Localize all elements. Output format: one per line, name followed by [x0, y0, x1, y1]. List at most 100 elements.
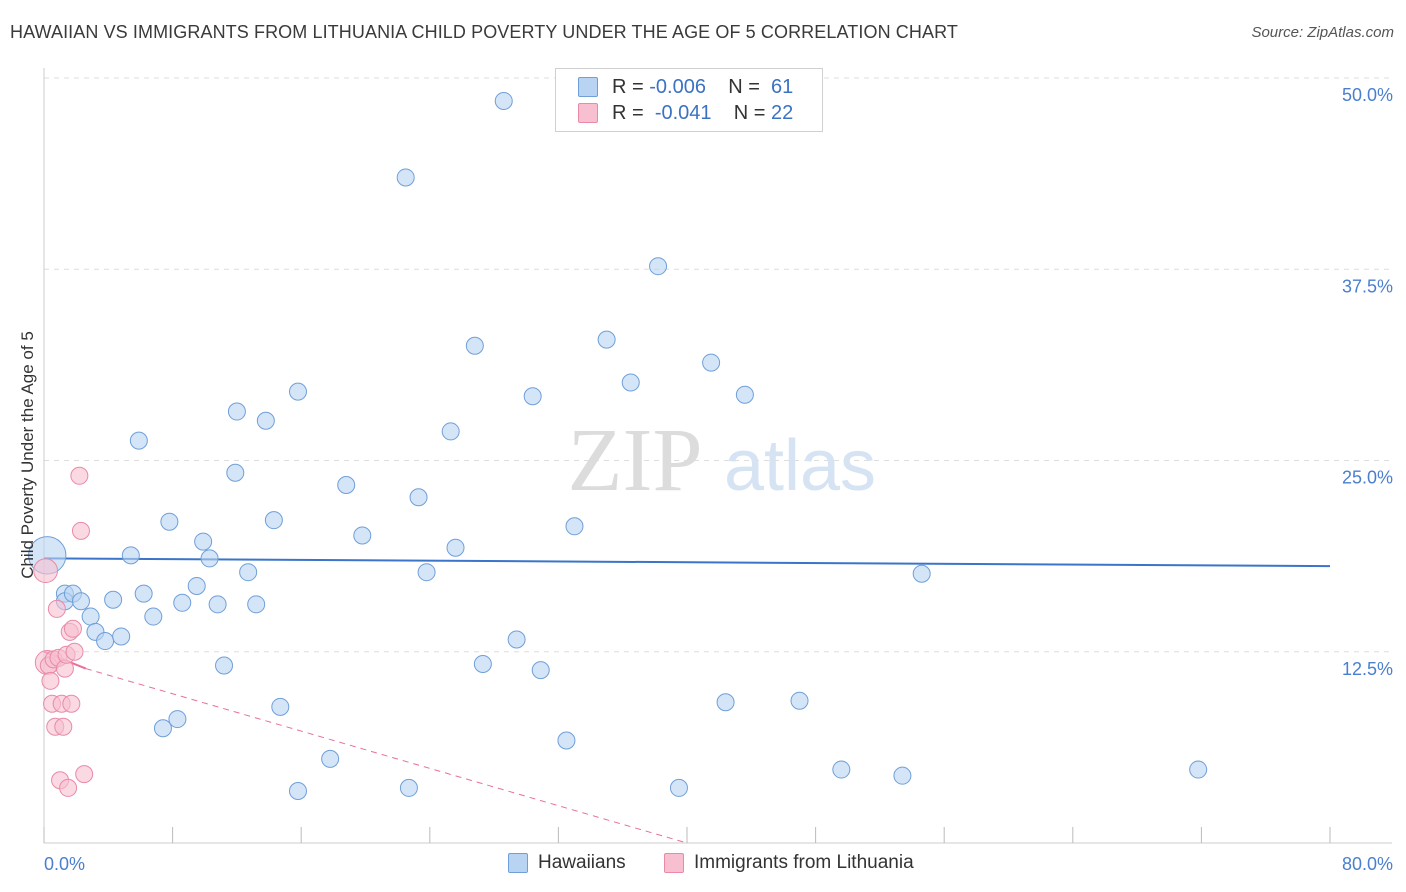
- data-points: [28, 91, 1208, 800]
- source-credit: Source: ZipAtlas.com: [1251, 24, 1394, 41]
- lithuania-point: [65, 642, 84, 661]
- chart-title: HAWAIIAN VS IMMIGRANTS FROM LITHUANIA CH…: [10, 22, 958, 42]
- hawaiian-point: [227, 402, 246, 421]
- legend-row-lithuania: R = -0.041 N = 22: [578, 101, 793, 125]
- legend-row-hawaiians: R = -0.006 N = 61: [578, 75, 793, 99]
- hawaiian-point: [353, 526, 372, 545]
- legend-swatch-blue: [578, 77, 598, 97]
- hawaiian-point: [465, 336, 484, 355]
- hawaiian-point: [409, 488, 428, 507]
- hawaiian-point: [200, 549, 219, 568]
- y-tick-label: 50.0%: [1342, 85, 1393, 105]
- hawaiian-point: [494, 91, 513, 110]
- hawaiian-point: [446, 538, 465, 557]
- hawaiian-point: [531, 661, 550, 680]
- lithuania-point: [71, 521, 90, 540]
- hawaiian-point: [256, 411, 275, 430]
- bottom-legend-lithuania: Immigrants from Lithuania: [664, 852, 914, 874]
- trend-lines: [43, 557, 1331, 844]
- hawaiian-point: [473, 654, 492, 673]
- lithuania-point: [62, 694, 81, 713]
- hawaiian-point: [215, 656, 234, 675]
- lithuania-point: [41, 671, 60, 690]
- x-tick-label-max: 80.0%: [1342, 854, 1393, 874]
- hawaiian-point: [621, 373, 640, 392]
- lithuania-point: [54, 717, 73, 736]
- hawaiian-point: [247, 595, 266, 614]
- legend-swatch-pink: [578, 103, 598, 123]
- axes: [43, 68, 1392, 844]
- hawaiian-point: [396, 168, 415, 187]
- x-tick-label-min: 0.0%: [44, 854, 85, 874]
- bottom-legend-label: Immigrants from Lithuania: [694, 852, 914, 873]
- hawaiian-point: [735, 385, 754, 404]
- hawaiian-point: [669, 778, 688, 797]
- bottom-legend-label: Hawaiians: [538, 852, 626, 873]
- watermark-zip: ZIP: [568, 411, 703, 510]
- legend-n-value: 22: [771, 101, 794, 124]
- lithuania-point: [70, 466, 89, 485]
- hawaiian-point: [71, 592, 90, 611]
- hawaiian-point: [129, 431, 148, 450]
- hawaiian-point: [565, 517, 584, 536]
- hawaiian-point: [96, 632, 115, 651]
- hawaiian-point: [112, 627, 131, 646]
- hawaiian-point: [153, 719, 172, 738]
- hawaiian-point: [160, 512, 179, 531]
- hawaiian-point: [226, 463, 245, 482]
- hawaiian-point: [173, 593, 192, 612]
- hawaiian-point: [417, 563, 436, 582]
- hawaiian-point: [208, 595, 227, 614]
- hawaiian-point: [168, 710, 187, 729]
- hawaiian-point: [716, 693, 735, 712]
- hawaiian-point: [702, 353, 721, 372]
- hawaiian-point: [441, 422, 460, 441]
- axis-labels: 12.5% 25.0% 37.5% 50.0% 0.0% 80.0% Child Pover…: [18, 85, 1393, 874]
- legend-n-label: N =: [733, 101, 766, 124]
- hawaiian-point: [144, 607, 163, 626]
- y-tick-label: 25.0%: [1342, 468, 1393, 488]
- bottom-legend-swatch-pink: [664, 853, 684, 873]
- hawaiian-point: [832, 760, 851, 779]
- hawaiian-point: [104, 590, 123, 609]
- hawaiian-point: [194, 532, 213, 551]
- lithuania-point: [75, 765, 94, 784]
- stats-legend: R = -0.006 N = 61 R = -0.041 N = 22: [555, 68, 823, 132]
- hawaiian-point: [264, 511, 283, 530]
- hawaiian-point: [523, 387, 542, 406]
- lithuania-point: [59, 778, 78, 797]
- lithuania-point: [47, 599, 66, 618]
- hawaiian-point: [321, 749, 340, 768]
- hawaiian-point: [121, 546, 140, 565]
- legend-n-label: N =: [728, 75, 760, 98]
- lithuania-point: [33, 558, 59, 584]
- legend-r-label: R =: [612, 101, 644, 124]
- hawaiian-point: [597, 330, 616, 349]
- grid-lines: [44, 77, 1392, 653]
- bottom-legend-hawaiians: Hawaiians: [508, 852, 626, 874]
- watermark-atlas: atlas: [724, 426, 876, 506]
- hawaiian-point: [239, 563, 258, 582]
- hawaiian-point: [271, 697, 290, 716]
- hawaiian-point: [81, 607, 100, 626]
- legend-r-label: R =: [612, 75, 644, 98]
- hawaiian-point: [134, 584, 153, 603]
- hawaiian-point: [337, 475, 356, 494]
- hawaiian-point: [557, 731, 576, 750]
- hawaiian-point: [912, 564, 931, 583]
- hawaiian-point: [507, 630, 526, 649]
- hawaiian-point: [288, 382, 307, 401]
- watermark: ZIP atlas: [568, 411, 877, 510]
- hawaiian-point: [649, 257, 668, 276]
- hawaiian-point: [399, 778, 418, 797]
- lithuania-point: [63, 619, 82, 638]
- y-tick-label: 37.5%: [1342, 276, 1393, 296]
- hawaiian-point: [288, 781, 307, 800]
- legend-n-value: 61: [771, 75, 794, 98]
- y-tick-label: 12.5%: [1342, 659, 1393, 679]
- bottom-legend-swatch-blue: [508, 853, 528, 873]
- hawaiian-point: [187, 576, 206, 595]
- hawaiian-point: [893, 766, 912, 785]
- lithuania-trend-line-dashed: [85, 668, 688, 844]
